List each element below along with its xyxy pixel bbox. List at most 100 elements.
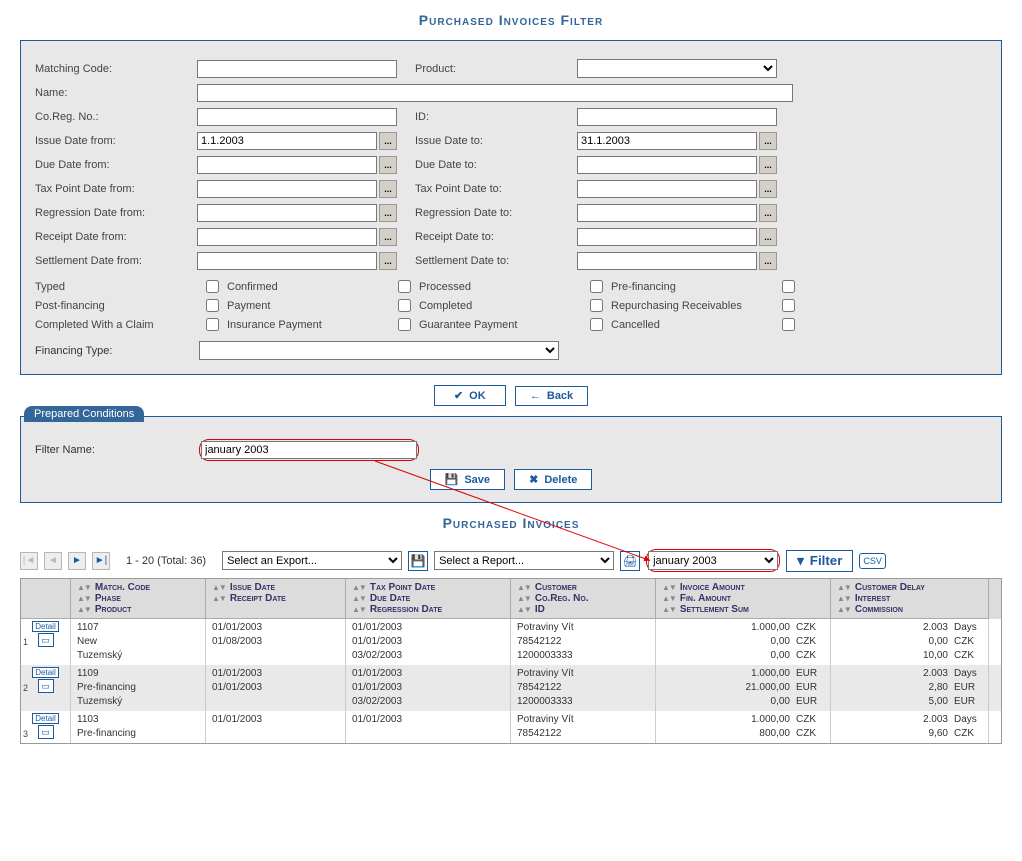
issue-to-picker-button[interactable]: ...	[759, 132, 777, 150]
document-icon[interactable]: ▭	[38, 679, 54, 693]
column-header[interactable]: Interest	[855, 593, 890, 604]
sort-icon[interactable]: ▲▼	[352, 594, 366, 603]
column-header[interactable]: Customer Delay	[855, 582, 925, 593]
due-from-input[interactable]	[197, 156, 377, 174]
issue-to-input[interactable]	[577, 132, 757, 150]
sort-icon[interactable]: ▲▼	[837, 594, 851, 603]
column-header[interactable]: Customer	[535, 582, 577, 593]
column-header[interactable]: Issue Date	[230, 582, 275, 593]
set-to-label: Settlement Date to:	[415, 255, 575, 267]
column-header[interactable]: Due Date	[370, 593, 410, 604]
cancelled-checkbox[interactable]	[782, 318, 795, 331]
set-to-picker-button[interactable]: ...	[759, 252, 777, 270]
set-from-input[interactable]	[197, 252, 377, 270]
sort-icon[interactable]: ▲▼	[517, 594, 531, 603]
export-select[interactable]: Select an Export...	[222, 551, 402, 570]
column-header[interactable]: Invoice Amount	[680, 582, 745, 593]
csv-button[interactable]: CSV	[859, 553, 886, 569]
sort-icon[interactable]: ▲▼	[352, 605, 366, 614]
due-to-input[interactable]	[577, 156, 757, 174]
save-button[interactable]: 💾Save	[430, 469, 505, 490]
reg-from-input[interactable]	[197, 204, 377, 222]
tax-to-picker-button[interactable]: ...	[759, 180, 777, 198]
column-header[interactable]: Receipt Date	[230, 593, 286, 604]
coreg-input[interactable]	[197, 108, 397, 126]
set-from-picker-button[interactable]: ...	[379, 252, 397, 270]
cell: 1107NewTuzemský	[71, 619, 206, 665]
pager-last-button[interactable]: ►|	[92, 552, 110, 570]
column-header[interactable]: Product	[95, 604, 132, 615]
sort-icon[interactable]: ▲▼	[662, 605, 676, 614]
column-header[interactable]: Regression Date	[370, 604, 442, 615]
confirmed-checkbox[interactable]	[398, 280, 411, 293]
sort-icon[interactable]: ▲▼	[212, 594, 226, 603]
rec-from-picker-button[interactable]: ...	[379, 228, 397, 246]
due-to-picker-button[interactable]: ...	[759, 156, 777, 174]
rec-from-input[interactable]	[197, 228, 377, 246]
due-from-picker-button[interactable]: ...	[379, 156, 397, 174]
prefin-checkbox[interactable]	[782, 280, 795, 293]
tax-to-input[interactable]	[577, 180, 757, 198]
sort-icon[interactable]: ▲▼	[352, 583, 366, 592]
name-input[interactable]	[197, 84, 793, 102]
rec-to-picker-button[interactable]: ...	[759, 228, 777, 246]
sort-icon[interactable]: ▲▼	[517, 583, 531, 592]
detail-link[interactable]: Detail	[32, 621, 58, 632]
processed-checkbox[interactable]	[590, 280, 603, 293]
guarpay-checkbox[interactable]	[590, 318, 603, 331]
pager-first-button[interactable]: |◄	[20, 552, 38, 570]
sort-icon[interactable]: ▲▼	[662, 583, 676, 592]
issue-from-input[interactable]	[197, 132, 377, 150]
back-button[interactable]: ←Back	[515, 386, 588, 406]
delete-button[interactable]: ✖Delete	[514, 469, 592, 490]
column-header[interactable]: Tax Point Date	[370, 582, 435, 593]
reg-from-picker-button[interactable]: ...	[379, 204, 397, 222]
sort-icon[interactable]: ▲▼	[837, 583, 851, 592]
column-header[interactable]: Settlement Sum	[680, 604, 749, 615]
pager-next-button[interactable]: ►	[68, 552, 86, 570]
column-header[interactable]: Match. Code	[95, 582, 150, 593]
filter-name-input[interactable]	[201, 441, 417, 459]
reg-to-input[interactable]	[577, 204, 757, 222]
reg-to-picker-button[interactable]: ...	[759, 204, 777, 222]
column-header[interactable]: ID	[535, 604, 545, 615]
tax-from-picker-button[interactable]: ...	[379, 180, 397, 198]
compclaim-checkbox[interactable]	[206, 318, 219, 331]
repurch-checkbox[interactable]	[782, 299, 795, 312]
product-select[interactable]	[577, 59, 777, 78]
sort-icon[interactable]: ▲▼	[77, 605, 91, 614]
id-input[interactable]	[577, 108, 777, 126]
sort-icon[interactable]: ▲▼	[77, 594, 91, 603]
detail-link[interactable]: Detail	[32, 667, 58, 678]
column-header[interactable]: Phase	[95, 593, 121, 604]
ok-button[interactable]: ✔OK	[434, 385, 506, 406]
postfin-checkbox[interactable]	[206, 299, 219, 312]
sort-icon[interactable]: ▲▼	[662, 594, 676, 603]
typed-checkbox[interactable]	[206, 280, 219, 293]
sort-icon[interactable]: ▲▼	[212, 583, 226, 592]
column-header[interactable]: Fin. Amount	[680, 593, 731, 604]
tax-from-input[interactable]	[197, 180, 377, 198]
sort-icon[interactable]: ▲▼	[77, 583, 91, 592]
fin-type-select[interactable]	[199, 341, 559, 360]
pager-prev-button[interactable]: ◄	[44, 552, 62, 570]
sort-icon[interactable]: ▲▼	[517, 605, 531, 614]
sort-icon[interactable]: ▲▼	[837, 605, 851, 614]
issue-from-picker-button[interactable]: ...	[379, 132, 397, 150]
inspay-checkbox[interactable]	[398, 318, 411, 331]
print-report-button[interactable]: 🖨	[620, 551, 640, 571]
rec-to-input[interactable]	[577, 228, 757, 246]
detail-link[interactable]: Detail	[32, 713, 58, 724]
column-header[interactable]: Commission	[855, 604, 903, 615]
report-select[interactable]: Select a Report...	[434, 551, 614, 570]
filter-condition-select[interactable]: january 2003	[648, 551, 778, 570]
set-to-input[interactable]	[577, 252, 757, 270]
matching-code-input[interactable]	[197, 60, 397, 78]
completed-checkbox[interactable]	[590, 299, 603, 312]
document-icon[interactable]: ▭	[38, 633, 54, 647]
column-header[interactable]: Co.Reg. No.	[535, 593, 589, 604]
filter-button[interactable]: ▾Filter	[786, 550, 853, 572]
payment-checkbox[interactable]	[398, 299, 411, 312]
export-save-button[interactable]: 💾	[408, 551, 428, 571]
document-icon[interactable]: ▭	[38, 725, 54, 739]
